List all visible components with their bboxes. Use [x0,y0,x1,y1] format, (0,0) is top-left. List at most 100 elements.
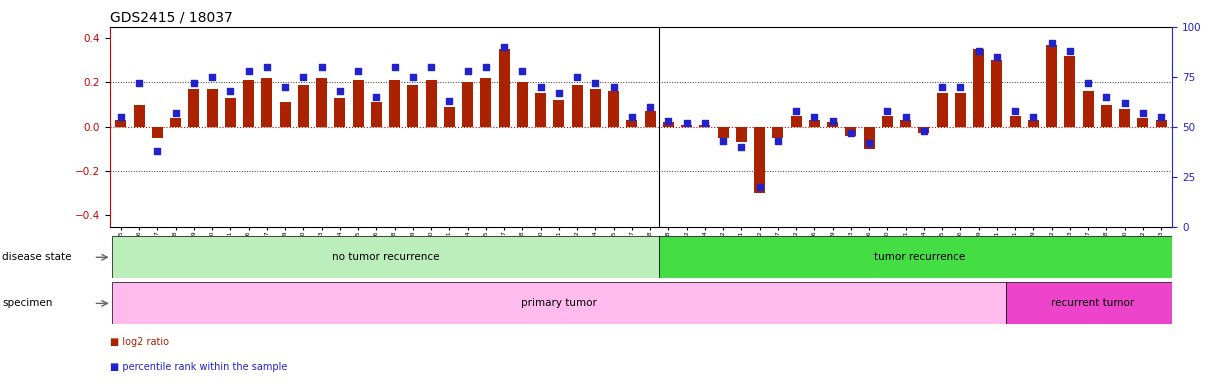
Bar [1010,116,1021,127]
Bar [663,122,674,127]
Bar [498,49,509,127]
Point [531,84,551,90]
Bar [973,49,984,127]
Bar [827,122,838,127]
Bar [1138,118,1149,127]
Point [640,104,659,110]
Point [951,84,971,90]
Bar [845,127,856,136]
Bar [626,120,637,127]
Point [1133,110,1153,116]
Bar [389,80,400,127]
Bar [918,127,929,133]
Point [623,114,642,120]
Point [203,74,222,80]
Point [695,120,714,126]
Point [184,80,204,86]
Bar [755,127,766,193]
Point [1078,80,1098,86]
Bar [316,78,327,127]
Bar [408,84,419,127]
Point [658,118,678,124]
Point [768,137,788,144]
Point [440,98,459,104]
Bar [700,124,711,127]
Point [1151,114,1171,120]
Bar [1101,104,1112,127]
Bar [111,282,1006,324]
Point [549,90,569,96]
Point [604,84,624,90]
Point [896,114,916,120]
Point [330,88,349,94]
Point [823,118,842,124]
Point [148,147,167,154]
Point [750,184,769,190]
Point [915,127,934,134]
Bar [955,93,966,127]
Bar [681,124,692,127]
Bar [1156,120,1167,127]
Bar [645,111,656,127]
Bar [1065,56,1076,127]
Text: primary tumor: primary tumor [521,298,597,308]
Bar [937,93,947,127]
Point [276,84,295,90]
Bar [608,91,619,127]
Point [676,120,696,126]
Bar [206,89,217,127]
Bar [151,127,162,138]
Bar [225,98,236,127]
Bar [1006,282,1179,324]
Text: ■ log2 ratio: ■ log2 ratio [110,337,168,347]
Bar [353,80,364,127]
Point [786,108,806,114]
Point [933,84,952,90]
Bar [298,84,309,127]
Bar [516,82,527,127]
Bar [280,102,291,127]
Bar [480,78,491,127]
Point [293,74,313,80]
Point [586,80,606,86]
Bar [1046,45,1057,127]
Bar [170,118,181,127]
Point [385,64,404,70]
Text: tumor recurrence: tumor recurrence [874,252,965,262]
Bar [810,120,819,127]
Bar [736,127,747,142]
Point [476,64,496,70]
Point [513,68,532,74]
Point [731,144,751,150]
Bar [115,120,126,127]
Bar [188,89,199,127]
Bar [243,80,254,127]
Point [841,130,861,136]
Bar [335,98,346,127]
Bar [900,120,911,127]
Bar [133,104,144,127]
Text: specimen: specimen [2,298,53,308]
Point [166,110,186,116]
Point [1042,40,1061,46]
Bar [553,100,564,127]
Bar [863,127,874,149]
Bar [1083,91,1094,127]
Bar [991,60,1002,127]
Point [458,68,477,74]
Bar [773,127,784,138]
Point [969,48,989,54]
Point [495,44,514,50]
Point [1060,48,1079,54]
Bar [590,89,601,127]
Bar [571,84,582,127]
Point [805,114,824,120]
Text: recurrent tumor: recurrent tumor [1051,298,1134,308]
Point [1005,108,1024,114]
Point [403,74,422,80]
Bar [791,116,802,127]
Bar [535,93,546,127]
Point [129,80,149,86]
Point [1115,100,1134,106]
Text: no tumor recurrence: no tumor recurrence [332,252,440,262]
